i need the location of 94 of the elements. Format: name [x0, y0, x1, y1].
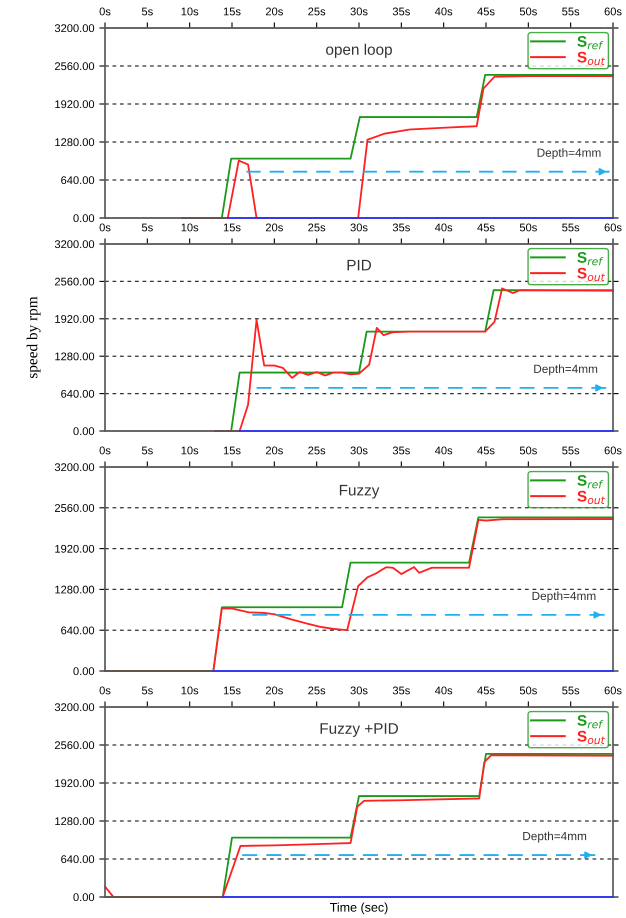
annotation: Depth=4mm — [534, 364, 598, 376]
x-tick-label: 10s — [182, 8, 198, 16]
y-tick-label: 2560.00 — [54, 741, 94, 750]
x-tick-label: 30s — [350, 446, 368, 454]
x-tick-label: 30s — [350, 8, 368, 16]
x-tick-label: 40s — [434, 8, 452, 16]
x-tick-label: 20s — [266, 8, 283, 16]
x-tick-label: 20s — [266, 446, 283, 454]
text: Fuzzy — [340, 484, 380, 499]
y-tick-label: 3200.00 — [54, 240, 94, 248]
y-tick-label: 2560.00 — [54, 278, 94, 286]
y-tick-label: 0.00 — [73, 427, 94, 436]
x-tick-label: 50s — [520, 224, 537, 232]
x-tick-label: 35s — [392, 8, 410, 16]
y-tick-label: 2560.00 — [54, 504, 94, 512]
y-tick-label: 0.00 — [73, 667, 94, 676]
x-tick-label: 55s — [562, 8, 580, 16]
x-tick-label: 30s — [350, 224, 368, 232]
y-tick-label: 1920.00 — [55, 315, 94, 323]
text: Fuzzy +PID — [320, 723, 398, 737]
y-tick-label: 1920.00 — [55, 544, 94, 553]
x-tick-label: 50s — [520, 446, 537, 454]
x-tick-label: 5s — [142, 446, 153, 454]
x-tick-label: 10s — [182, 224, 198, 232]
y-tick-label: 0.00 — [73, 893, 94, 902]
y-tick-label: 640.00 — [61, 855, 94, 864]
x-tick-label: 5s — [142, 8, 153, 16]
x-tick-label: 15s — [224, 8, 241, 16]
x-tick-label: 40s — [434, 224, 452, 232]
x-tick-label: 5s — [142, 224, 153, 232]
x-tick-label: 55s — [562, 446, 580, 454]
x-tick-label: 45s — [477, 224, 495, 232]
y-tick-label: 3200.00 — [54, 463, 94, 472]
legend-label: S$_{ref}$ — [577, 475, 604, 488]
x-tick-label: 0s — [100, 686, 110, 694]
x-tick-label: 60s — [604, 446, 622, 454]
annotation: Depth=4mm — [523, 832, 586, 843]
x-tick-label: 35s — [392, 446, 410, 454]
x-tick-label: 60s — [604, 224, 622, 232]
x-tick-label: 15s — [224, 224, 241, 232]
y-axis-title: speed by rpm — [26, 296, 41, 378]
y-tick-label: 2560.00 — [54, 62, 94, 70]
legend-label: S$_{out}$ — [577, 52, 606, 66]
y-tick-label: 1920.00 — [55, 779, 94, 788]
x-tick-label: 60s — [604, 8, 622, 16]
x-tick-label: 55s — [562, 224, 580, 232]
x-tick-label: 0s — [100, 446, 110, 454]
legend-label: S$_{ref}$ — [577, 252, 604, 266]
x-tick-label: 15s — [224, 446, 241, 454]
text: open loop — [326, 44, 392, 58]
x-tick-label: 50s — [520, 8, 537, 16]
x-tick-label: 55s — [562, 686, 580, 694]
x-tick-label: 45s — [477, 686, 495, 694]
x-tick-label: 15s — [224, 686, 241, 694]
x-tick-label: 25s — [308, 446, 326, 454]
text: PID — [348, 260, 372, 270]
y-tick-label: 3200.00 — [54, 24, 94, 32]
x-tick-label: 5s — [142, 686, 153, 694]
x-tick-label: 40s — [434, 686, 452, 694]
x-tick-label: 35s — [392, 224, 410, 232]
x-tick-label: 60s — [604, 686, 622, 694]
x-tick-label: 20s — [266, 686, 283, 694]
annotation: Depth=4mm — [532, 591, 596, 602]
x-tick-label: 0s — [100, 224, 110, 232]
y-tick-label: 1280.00 — [55, 352, 94, 360]
y-tick-label: 640.00 — [61, 390, 94, 398]
legend-label: S$_{out}$ — [577, 490, 606, 504]
x-tick-label: 40s — [434, 446, 452, 454]
x-tick-label: 45s — [477, 8, 495, 16]
x-tick-label: 25s — [308, 8, 326, 16]
x-tick-label: 45s — [477, 446, 495, 454]
y-tick-label: 3200.00 — [54, 703, 94, 712]
x-tick-label: 50s — [520, 686, 537, 694]
y-tick-label: 1280.00 — [55, 817, 94, 826]
x-tick-label: 25s — [308, 224, 326, 232]
y-tick-label: 1280.00 — [55, 586, 94, 594]
y-tick-label: 640.00 — [61, 626, 94, 634]
x-tick-label: 20s — [266, 224, 283, 232]
annotation: Depth=4mm — [538, 148, 601, 160]
y-tick-label: 1920.00 — [55, 100, 94, 108]
x-tick-label: 10s — [182, 686, 198, 694]
y-tick-label: 640.00 — [61, 176, 94, 184]
y-tick-label: 0.00 — [73, 214, 94, 222]
y-tick-label: 1280.00 — [55, 138, 94, 146]
legend-label: S$_{out}$ — [577, 730, 606, 744]
x-tick-label: 25s — [308, 686, 326, 694]
legend-label: S$_{ref}$ — [577, 715, 604, 728]
x-tick-label: 0s — [100, 8, 110, 16]
x-tick-label: 10s — [182, 446, 198, 454]
legend-label: S$_{out}$ — [577, 268, 606, 282]
x-tick-label: 30s — [350, 686, 368, 694]
x-axis-title: Time (sec) — [330, 902, 388, 914]
x-tick-label: 35s — [392, 686, 410, 694]
legend-label: S$_{ref}$ — [577, 36, 604, 50]
